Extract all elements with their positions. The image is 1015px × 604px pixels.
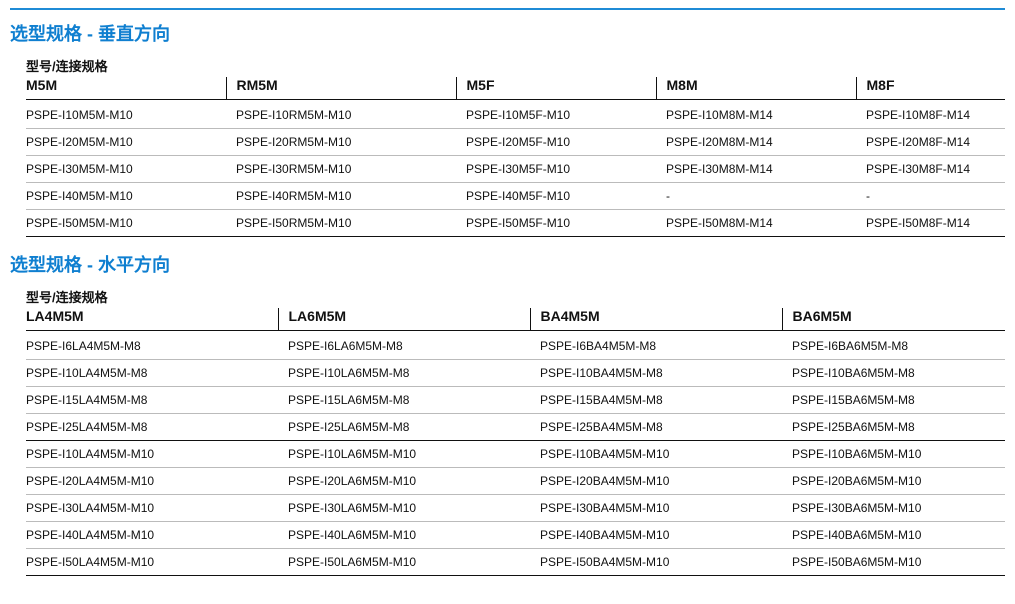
section-title-vertical: 选型规格 - 垂直方向 bbox=[10, 20, 1005, 46]
col-header: M5M bbox=[26, 77, 226, 100]
cell: PSPE-I6BA4M5M-M8 bbox=[530, 331, 782, 360]
cell: PSPE-I6LA4M5M-M8 bbox=[26, 331, 278, 360]
table-caption-horizontal: 型号/连接规格 bbox=[26, 287, 1005, 306]
cell: PSPE-I20LA4M5M-M10 bbox=[26, 468, 278, 495]
cell: PSPE-I25LA4M5M-M8 bbox=[26, 414, 278, 441]
col-header: LA6M5M bbox=[278, 308, 530, 331]
table-row: PSPE-I30LA4M5M-M10 PSPE-I30LA6M5M-M10 PS… bbox=[26, 495, 1005, 522]
cell: PSPE-I15LA4M5M-M8 bbox=[26, 387, 278, 414]
cell: PSPE-I50RM5M-M10 bbox=[226, 210, 456, 237]
cell: PSPE-I20M8F-M14 bbox=[856, 129, 1005, 156]
col-header: M8M bbox=[656, 77, 856, 100]
cell: PSPE-I30RM5M-M10 bbox=[226, 156, 456, 183]
top-divider bbox=[10, 8, 1005, 10]
cell: PSPE-I30M5F-M10 bbox=[456, 156, 656, 183]
col-header: BA6M5M bbox=[782, 308, 1005, 331]
cell: PSPE-I20BA6M5M-M10 bbox=[782, 468, 1005, 495]
cell: PSPE-I10M5F-M10 bbox=[456, 100, 656, 129]
cell: PSPE-I30LA6M5M-M10 bbox=[278, 495, 530, 522]
cell: PSPE-I40BA6M5M-M10 bbox=[782, 522, 1005, 549]
cell: PSPE-I10BA4M5M-M8 bbox=[530, 360, 782, 387]
cell: PSPE-I10BA6M5M-M8 bbox=[782, 360, 1005, 387]
cell: PSPE-I25BA6M5M-M8 bbox=[782, 414, 1005, 441]
cell: PSPE-I10LA4M5M-M10 bbox=[26, 441, 278, 468]
cell: PSPE-I20RM5M-M10 bbox=[226, 129, 456, 156]
section-title-horizontal: 选型规格 - 水平方向 bbox=[10, 251, 1005, 277]
cell: PSPE-I40M5F-M10 bbox=[456, 183, 656, 210]
cell: PSPE-I40LA6M5M-M10 bbox=[278, 522, 530, 549]
cell: PSPE-I50BA6M5M-M10 bbox=[782, 549, 1005, 576]
col-header: LA4M5M bbox=[26, 308, 278, 331]
spec-table-vertical: M5M RM5M M5F M8M M8F PSPE-I10M5M-M10 PSP… bbox=[26, 77, 1005, 237]
cell: PSPE-I10M8M-M14 bbox=[656, 100, 856, 129]
cell: PSPE-I30BA4M5M-M10 bbox=[530, 495, 782, 522]
cell: PSPE-I50LA4M5M-M10 bbox=[26, 549, 278, 576]
cell: PSPE-I20M5F-M10 bbox=[456, 129, 656, 156]
cell: PSPE-I20LA6M5M-M10 bbox=[278, 468, 530, 495]
cell: PSPE-I50M5F-M10 bbox=[456, 210, 656, 237]
spec-table-horizontal: LA4M5M LA6M5M BA4M5M BA6M5M PSPE-I6LA4M5… bbox=[26, 308, 1005, 576]
cell: PSPE-I40RM5M-M10 bbox=[226, 183, 456, 210]
cell: PSPE-I25LA6M5M-M8 bbox=[278, 414, 530, 441]
cell: PSPE-I10LA6M5M-M10 bbox=[278, 441, 530, 468]
cell: PSPE-I30BA6M5M-M10 bbox=[782, 495, 1005, 522]
cell: PSPE-I30M5M-M10 bbox=[26, 156, 226, 183]
table-row: PSPE-I40LA4M5M-M10 PSPE-I40LA6M5M-M10 PS… bbox=[26, 522, 1005, 549]
table-row: PSPE-I30M5M-M10 PSPE-I30RM5M-M10 PSPE-I3… bbox=[26, 156, 1005, 183]
cell: PSPE-I6LA6M5M-M8 bbox=[278, 331, 530, 360]
cell: PSPE-I50M5M-M10 bbox=[26, 210, 226, 237]
table-row: PSPE-I20LA4M5M-M10 PSPE-I20LA6M5M-M10 PS… bbox=[26, 468, 1005, 495]
table-header-row: LA4M5M LA6M5M BA4M5M BA6M5M bbox=[26, 308, 1005, 331]
table-row: PSPE-I15LA4M5M-M8 PSPE-I15LA6M5M-M8 PSPE… bbox=[26, 387, 1005, 414]
cell: PSPE-I40BA4M5M-M10 bbox=[530, 522, 782, 549]
cell: PSPE-I10BA6M5M-M10 bbox=[782, 441, 1005, 468]
col-header: RM5M bbox=[226, 77, 456, 100]
cell: PSPE-I50BA4M5M-M10 bbox=[530, 549, 782, 576]
table-row: PSPE-I10M5M-M10 PSPE-I10RM5M-M10 PSPE-I1… bbox=[26, 100, 1005, 129]
table-row: PSPE-I50M5M-M10 PSPE-I50RM5M-M10 PSPE-I5… bbox=[26, 210, 1005, 237]
table-row: PSPE-I10LA4M5M-M10 PSPE-I10LA6M5M-M10 PS… bbox=[26, 441, 1005, 468]
cell: PSPE-I25BA4M5M-M8 bbox=[530, 414, 782, 441]
col-header: BA4M5M bbox=[530, 308, 782, 331]
cell: PSPE-I10RM5M-M10 bbox=[226, 100, 456, 129]
cell: PSPE-I10LA6M5M-M8 bbox=[278, 360, 530, 387]
cell: PSPE-I30LA4M5M-M10 bbox=[26, 495, 278, 522]
cell: PSPE-I15BA6M5M-M8 bbox=[782, 387, 1005, 414]
table-row: PSPE-I10LA4M5M-M8 PSPE-I10LA6M5M-M8 PSPE… bbox=[26, 360, 1005, 387]
cell: - bbox=[656, 183, 856, 210]
cell: PSPE-I10M5M-M10 bbox=[26, 100, 226, 129]
table-row: PSPE-I6LA4M5M-M8 PSPE-I6LA6M5M-M8 PSPE-I… bbox=[26, 331, 1005, 360]
cell: PSPE-I10BA4M5M-M10 bbox=[530, 441, 782, 468]
table-header-row: M5M RM5M M5F M8M M8F bbox=[26, 77, 1005, 100]
col-header: M5F bbox=[456, 77, 656, 100]
cell: PSPE-I6BA6M5M-M8 bbox=[782, 331, 1005, 360]
cell: PSPE-I15LA6M5M-M8 bbox=[278, 387, 530, 414]
cell: PSPE-I20M8M-M14 bbox=[656, 129, 856, 156]
table-caption-vertical: 型号/连接规格 bbox=[26, 56, 1005, 75]
cell: PSPE-I50M8M-M14 bbox=[656, 210, 856, 237]
table-row: PSPE-I25LA4M5M-M8 PSPE-I25LA6M5M-M8 PSPE… bbox=[26, 414, 1005, 441]
cell: PSPE-I30M8M-M14 bbox=[656, 156, 856, 183]
col-header: M8F bbox=[856, 77, 1005, 100]
cell: PSPE-I40LA4M5M-M10 bbox=[26, 522, 278, 549]
cell: PSPE-I50M8F-M14 bbox=[856, 210, 1005, 237]
cell: PSPE-I20BA4M5M-M10 bbox=[530, 468, 782, 495]
cell: PSPE-I10M8F-M14 bbox=[856, 100, 1005, 129]
cell: PSPE-I50LA6M5M-M10 bbox=[278, 549, 530, 576]
cell: PSPE-I10LA4M5M-M8 bbox=[26, 360, 278, 387]
cell: PSPE-I20M5M-M10 bbox=[26, 129, 226, 156]
cell: PSPE-I40M5M-M10 bbox=[26, 183, 226, 210]
table-row: PSPE-I20M5M-M10 PSPE-I20RM5M-M10 PSPE-I2… bbox=[26, 129, 1005, 156]
cell: PSPE-I15BA4M5M-M8 bbox=[530, 387, 782, 414]
cell: PSPE-I30M8F-M14 bbox=[856, 156, 1005, 183]
cell: - bbox=[856, 183, 1005, 210]
table-row: PSPE-I50LA4M5M-M10 PSPE-I50LA6M5M-M10 PS… bbox=[26, 549, 1005, 576]
table-row: PSPE-I40M5M-M10 PSPE-I40RM5M-M10 PSPE-I4… bbox=[26, 183, 1005, 210]
